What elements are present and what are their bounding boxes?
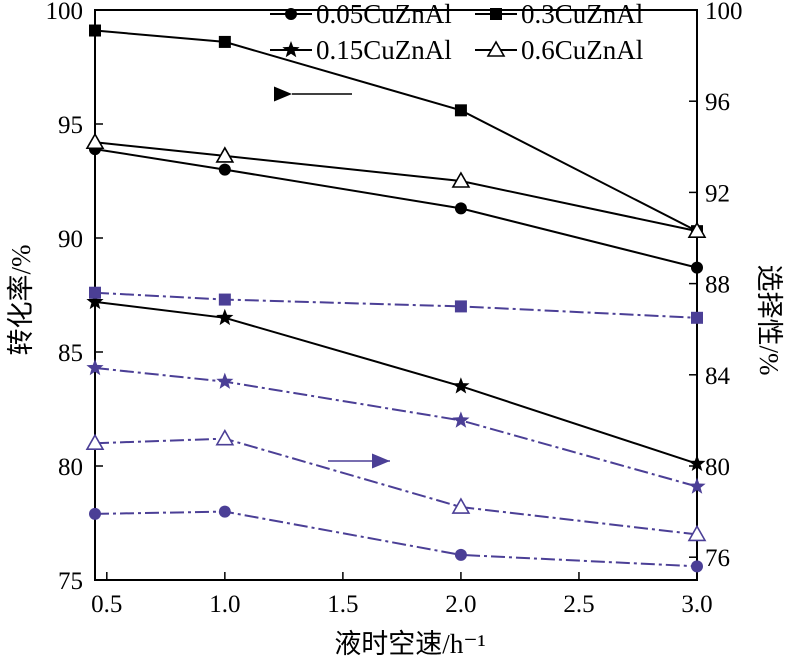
series-0.6CuZnAl-left xyxy=(85,132,707,238)
y-right-tick-label: 100 xyxy=(705,0,743,25)
x-axis-label: 液时空速/h⁻¹ xyxy=(334,629,485,659)
legend-marker xyxy=(282,41,300,58)
series-line xyxy=(94,141,698,233)
data-point xyxy=(86,359,104,376)
data-point xyxy=(688,477,706,494)
plot-frame xyxy=(94,9,698,581)
data-point xyxy=(85,433,105,451)
y-axis-left-label: 转化率/% xyxy=(6,245,36,356)
legend-label: 0.15CuZnAl xyxy=(316,35,452,65)
series-line xyxy=(94,437,698,536)
x-tick-label: 3.0 xyxy=(681,591,712,618)
plot-border xyxy=(94,9,698,581)
series-line xyxy=(94,29,698,233)
x-tick-label: 2.0 xyxy=(445,591,476,618)
series-0.15CuZnAl-left xyxy=(86,292,706,471)
y-left-tick-label: 85 xyxy=(58,340,83,367)
x-tick-label: 0.5 xyxy=(91,591,122,618)
data-point xyxy=(452,411,470,428)
y-left-tick-label: 90 xyxy=(58,226,83,253)
data-point xyxy=(216,308,234,326)
data-point xyxy=(218,293,231,306)
data-point xyxy=(454,202,467,215)
legend-marker xyxy=(285,8,297,20)
data-point xyxy=(452,377,470,394)
data-point xyxy=(89,286,101,299)
legend-item: 0.15CuZnAl xyxy=(270,35,452,65)
data-point xyxy=(85,132,105,150)
data-point xyxy=(691,261,703,274)
legend-label: 0.05CuZnAl xyxy=(316,0,452,29)
legend-item: 0.6CuZnAl xyxy=(475,35,643,65)
y-left-tick-label: 80 xyxy=(58,454,83,481)
legend-marker xyxy=(486,40,506,57)
series-0.05CuZnAl-right xyxy=(89,505,703,573)
series-line xyxy=(94,366,698,488)
y-right-tick-label: 88 xyxy=(705,272,730,299)
y-left-tick-label: 75 xyxy=(58,568,83,595)
data-point xyxy=(454,104,467,117)
x-tick-label: 2.5 xyxy=(563,591,594,618)
series-line xyxy=(94,510,698,568)
series-line xyxy=(94,300,698,465)
series-0.3CuZnAl-right xyxy=(89,286,703,324)
data-point xyxy=(89,507,101,520)
direction-arrows xyxy=(274,86,390,469)
y-left-tick-label: 100 xyxy=(46,0,84,25)
data-point xyxy=(215,146,235,163)
data-point xyxy=(218,35,231,48)
data-point xyxy=(691,311,703,324)
data-point xyxy=(218,505,231,518)
data-point xyxy=(687,524,707,542)
legend-label: 0.3CuZnAl xyxy=(521,0,643,29)
legend: 0.05CuZnAl 0.3CuZnAl 0.15CuZnAl 0.6CuZnAl xyxy=(270,0,643,65)
data-point xyxy=(688,454,706,471)
legend-label: 0.6CuZnAl xyxy=(521,35,643,65)
y-axis-right-label: 选择性/% xyxy=(754,265,784,376)
legend-marker xyxy=(490,8,502,20)
series-lines xyxy=(85,24,707,573)
data-point xyxy=(691,560,703,573)
data-point xyxy=(218,163,231,176)
series-line xyxy=(94,148,698,269)
data-point xyxy=(215,429,235,446)
data-point xyxy=(89,24,101,37)
y-right-tick-label: 80 xyxy=(705,454,730,481)
series-0.15CuZnAl-right xyxy=(86,359,706,494)
data-point xyxy=(451,171,471,188)
y-right-tick-label: 76 xyxy=(705,545,730,572)
y-right-tick-label: 92 xyxy=(705,180,730,207)
data-point xyxy=(454,548,467,561)
y-left-tick-label: 95 xyxy=(58,112,83,139)
series-0.6CuZnAl-right xyxy=(85,429,707,542)
data-point xyxy=(216,372,234,389)
legend-item: 0.05CuZnAl xyxy=(270,0,452,29)
data-point xyxy=(454,300,467,313)
x-tick-label: 1.5 xyxy=(327,591,358,618)
data-point xyxy=(451,497,471,514)
y-right-tick-label: 84 xyxy=(705,363,731,390)
data-point xyxy=(86,292,104,310)
data-point xyxy=(687,221,707,238)
legend-item: 0.3CuZnAl xyxy=(475,0,643,29)
series-0.05CuZnAl-left xyxy=(89,143,703,274)
series-line xyxy=(94,291,698,319)
axis-ticks: 0.5 1.0 1.5 2.0 2.5 3.0 75 80 85 90 95 100 76 80 84 88 9… xyxy=(46,0,743,618)
y-right-tick-label: 96 xyxy=(705,89,730,116)
x-tick-label: 1.0 xyxy=(209,591,240,618)
